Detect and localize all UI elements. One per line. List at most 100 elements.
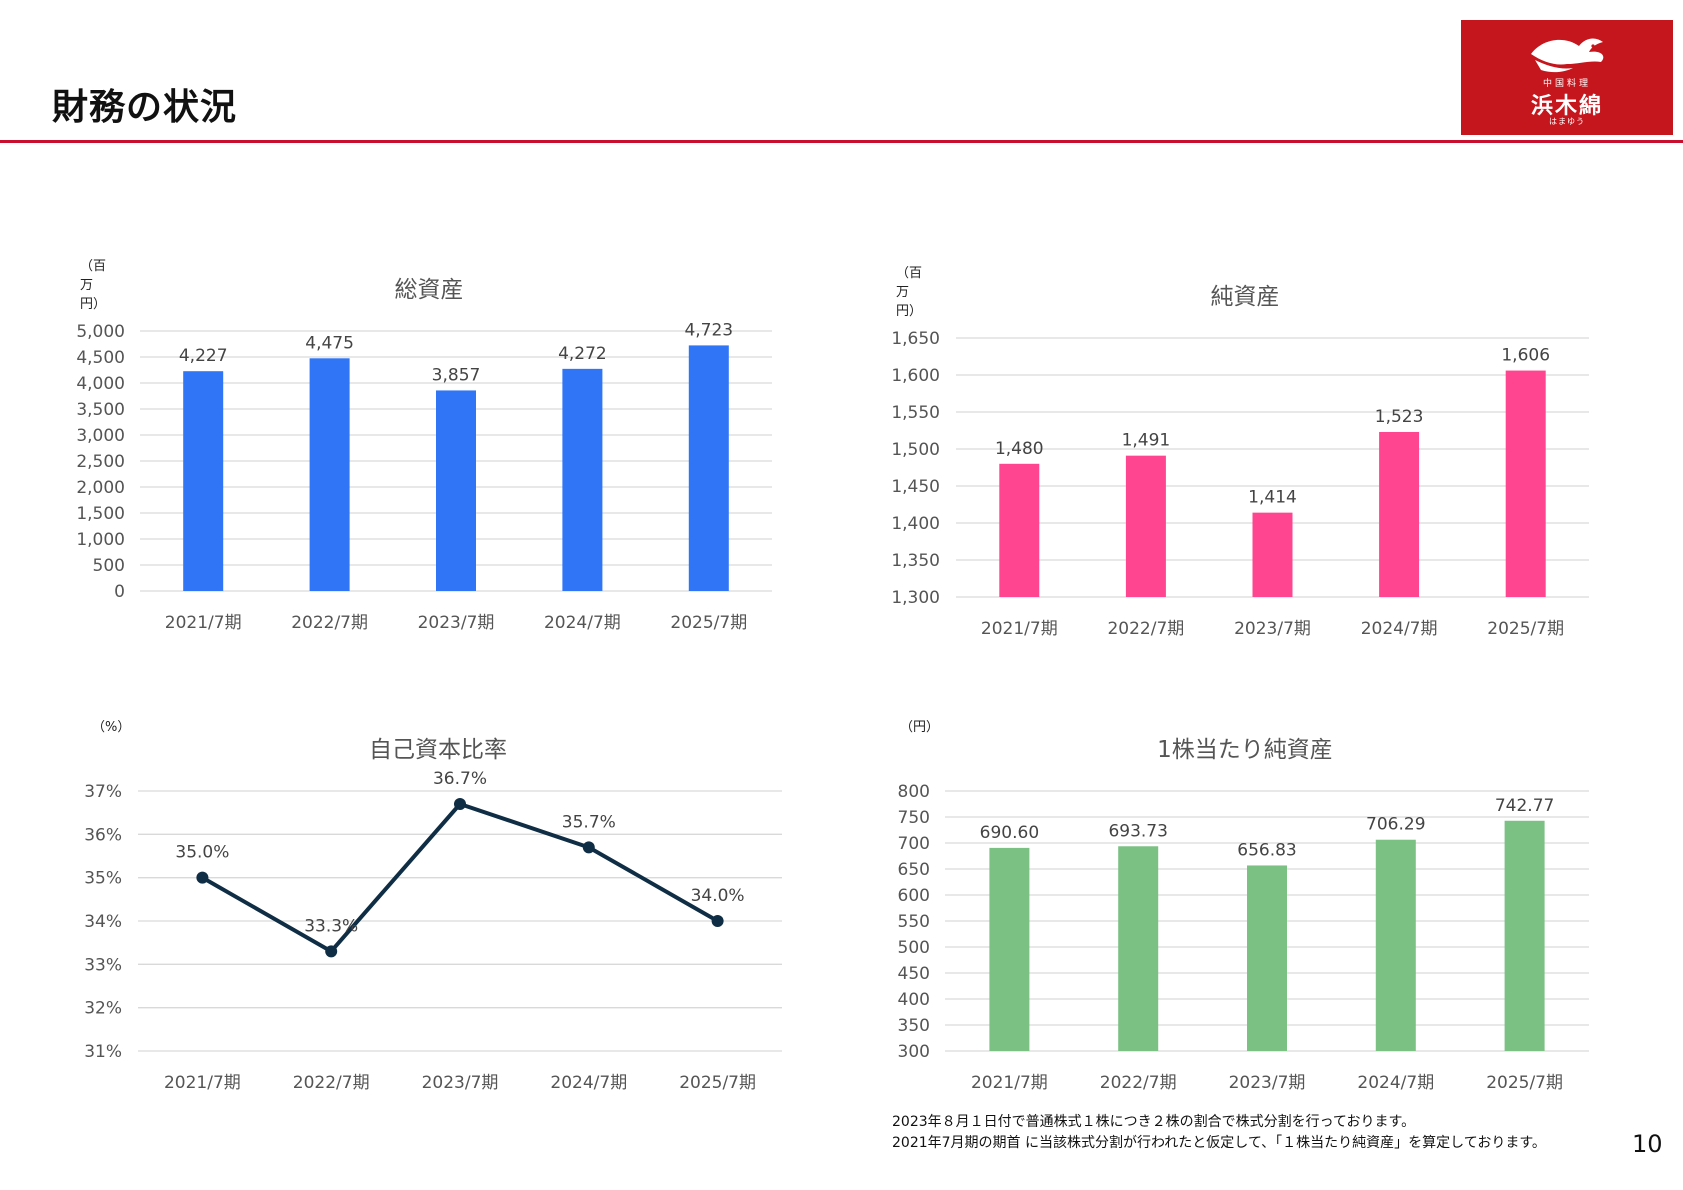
data-label: 35.0% (175, 843, 229, 863)
chart-unit-label: （円） (900, 720, 940, 735)
x-tick-label: 2024/7期 (544, 613, 621, 633)
y-tick-label: 34% (84, 912, 122, 932)
bar (1125, 455, 1166, 597)
chart-title: 総資産 (394, 277, 464, 303)
y-tick-label: 33% (84, 955, 122, 975)
y-tick-label: 31% (84, 1042, 122, 1062)
phoenix-logo-icon (1531, 38, 1604, 73)
x-tick-label: 2025/7期 (1486, 1073, 1563, 1093)
y-tick-label: 1,600 (891, 366, 940, 386)
logo-name-text: 浜木綿 (1530, 93, 1603, 119)
data-label: 4,227 (179, 346, 228, 366)
page-title: 財務の状況 (52, 87, 238, 128)
y-tick-label: 35% (84, 869, 122, 889)
bar (989, 847, 1030, 1051)
y-tick-label: 2,500 (76, 452, 125, 472)
data-label: 1,606 (1501, 346, 1550, 366)
data-label: 36.7% (433, 769, 487, 789)
data-label: 4,272 (558, 344, 607, 364)
title-rule (0, 140, 1683, 143)
logo-cn-text: 中国料理 (1542, 79, 1591, 89)
y-tick-label: 32% (84, 999, 122, 1019)
x-tick-label: 2025/7期 (1487, 619, 1564, 639)
x-tick-label: 2023/7期 (418, 613, 495, 633)
x-tick-label: 2024/7期 (550, 1073, 627, 1093)
bar (436, 390, 476, 591)
x-tick-label: 2021/7期 (971, 1073, 1048, 1093)
y-tick-label: 350 (898, 1016, 930, 1036)
y-tick-label: 650 (898, 860, 930, 880)
y-tick-label: 500 (898, 938, 930, 958)
y-tick-label: 1,500 (76, 504, 125, 524)
data-point (582, 841, 595, 854)
y-tick-label: 1,000 (76, 530, 125, 550)
y-tick-label: 450 (898, 964, 930, 984)
x-tick-label: 2024/7期 (1357, 1073, 1434, 1093)
bar (309, 358, 350, 591)
chart-unit-label: （百万円） (896, 266, 923, 319)
chart-title: 1株当たり純資産 (1157, 737, 1333, 763)
y-tick-label: 0 (114, 582, 125, 602)
bar (183, 371, 224, 591)
x-tick-label: 2025/7期 (670, 613, 747, 633)
x-tick-label: 2024/7期 (1361, 619, 1438, 639)
x-tick-label: 2022/7期 (291, 613, 368, 633)
y-tick-label: 500 (93, 556, 125, 576)
data-label: 690.60 (980, 823, 1039, 843)
y-tick-label: 1,650 (891, 329, 940, 349)
data-label: 706.29 (1366, 815, 1425, 835)
x-tick-label: 2023/7期 (422, 1073, 499, 1093)
bar (1375, 839, 1416, 1051)
data-point (454, 798, 466, 810)
data-label: 1,414 (1248, 488, 1297, 508)
x-tick-label: 2025/7期 (679, 1073, 756, 1093)
x-tick-label: 2022/7期 (1107, 619, 1184, 639)
chart-unit-label: （%） (92, 720, 131, 735)
data-label: 3,857 (432, 365, 481, 385)
y-tick-label: 400 (898, 990, 930, 1010)
data-label: 742.77 (1495, 796, 1554, 816)
data-label: 1,523 (1375, 407, 1424, 427)
data-point (711, 915, 724, 927)
chart-title: 純資産 (1210, 284, 1280, 310)
bar (1379, 431, 1420, 597)
page-number: 10 (1632, 1130, 1663, 1158)
y-tick-label: 2,000 (76, 478, 125, 498)
chart-title: 自己資本比率 (369, 737, 507, 763)
y-tick-label: 1,550 (891, 403, 940, 423)
bar (1505, 370, 1546, 597)
y-tick-label: 550 (898, 912, 930, 932)
x-tick-label: 2023/7期 (1234, 619, 1311, 639)
y-tick-label: 1,500 (891, 440, 940, 460)
bar (1118, 846, 1159, 1051)
footnote-line-2: 2021年7月期の期首 に当該株式分割が行われたと仮定して、「１株当たり純資産」… (892, 1135, 1546, 1151)
y-tick-label: 4,000 (76, 374, 125, 394)
bar (688, 345, 729, 591)
y-tick-label: 5,000 (76, 322, 125, 342)
logo-kana-text: はまゆう (1549, 117, 1585, 126)
data-label: 35.7% (562, 812, 616, 832)
y-tick-label: 3,000 (76, 426, 125, 446)
bar (1504, 820, 1545, 1051)
data-label: 33.3% (304, 916, 358, 936)
y-tick-label: 1,350 (891, 551, 940, 571)
data-label: 1,480 (995, 439, 1044, 459)
y-tick-label: 1,400 (891, 514, 940, 534)
y-tick-label: 4,500 (76, 348, 125, 368)
y-tick-label: 1,300 (891, 588, 940, 608)
data-label: 1,491 (1122, 431, 1171, 451)
data-label: 34.0% (691, 886, 745, 906)
chart-unit-label: （百万円） (80, 259, 107, 312)
y-tick-label: 3,500 (76, 400, 125, 420)
x-tick-label: 2021/7期 (164, 1073, 241, 1093)
bar (1252, 512, 1293, 597)
y-tick-label: 1,450 (891, 477, 940, 497)
company-logo: 中国料理 浜木綿 はまゆう (1461, 20, 1673, 135)
bar (562, 368, 603, 591)
x-tick-label: 2022/7期 (293, 1073, 370, 1093)
y-tick-label: 300 (898, 1042, 930, 1062)
